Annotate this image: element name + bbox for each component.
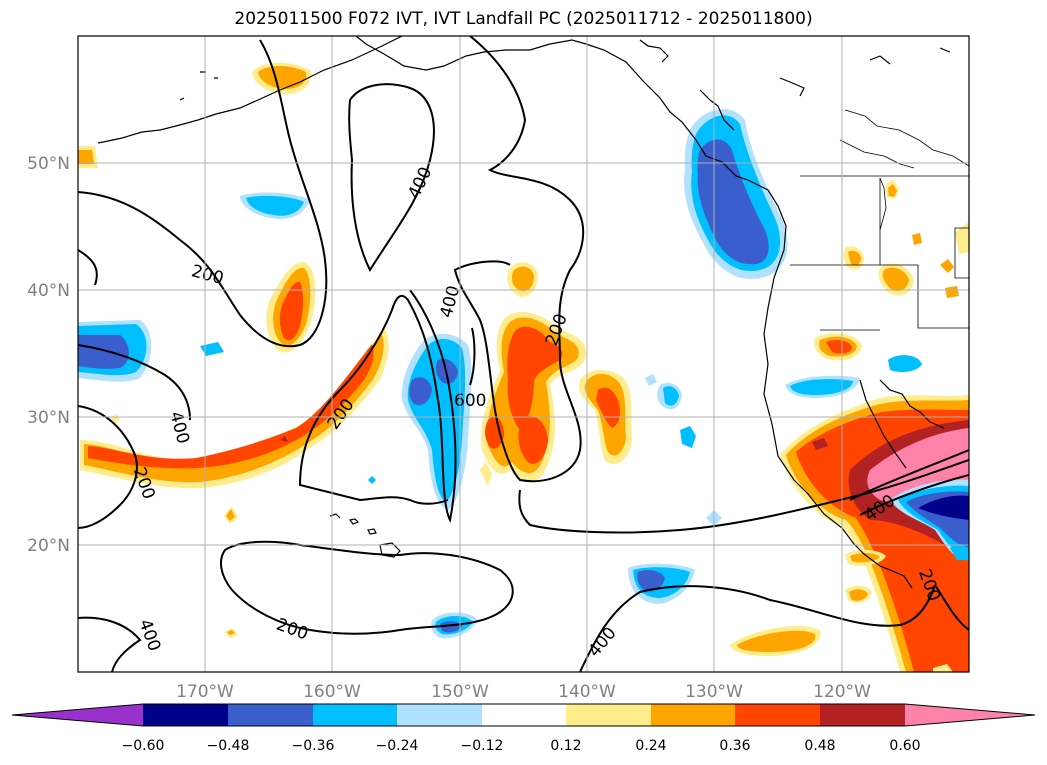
colorbar-segment bbox=[566, 704, 651, 726]
map-area: 200 400 600 400 200 400 200 400 200 200 … bbox=[78, 36, 969, 672]
map-title: 2025011500 F072 IVT, IVT Landfall PC (20… bbox=[234, 9, 813, 29]
colorbar-label: 0.12 bbox=[550, 738, 581, 754]
colorbar-label: 0.24 bbox=[635, 738, 666, 754]
colorbar-segment bbox=[228, 704, 313, 726]
colorbar-segment bbox=[143, 704, 228, 726]
colorbar-label: 0.48 bbox=[804, 738, 835, 754]
colorbar-segment bbox=[313, 704, 397, 726]
colorbar-segment bbox=[905, 704, 1035, 726]
lon-label: 160°W bbox=[303, 682, 361, 702]
lon-label: 170°W bbox=[176, 682, 234, 702]
negative-anomaly-fills bbox=[78, 109, 969, 639]
lat-label: 40°N bbox=[27, 281, 70, 301]
colorbar-segment bbox=[482, 704, 566, 726]
colorbar-label: −0.12 bbox=[461, 738, 504, 754]
lon-label: 130°W bbox=[685, 682, 743, 702]
colorbar-label: −0.36 bbox=[292, 738, 335, 754]
colorbar-segment bbox=[651, 704, 735, 726]
lat-label: 30°N bbox=[27, 408, 70, 428]
lat-label: 50°N bbox=[27, 154, 70, 174]
colorbar: −0.60 −0.48 −0.36 −0.24 −0.12 0.12 0.24 … bbox=[11, 703, 1036, 754]
longitude-labels: 170°W 160°W 150°W 140°W 130°W 120°W bbox=[176, 682, 871, 702]
colorbar-label: −0.24 bbox=[376, 738, 419, 754]
map-frame bbox=[77, 35, 970, 673]
colorbar-segment bbox=[735, 704, 820, 726]
political-borders bbox=[790, 109, 969, 331]
colorbar-label: 0.60 bbox=[889, 738, 920, 754]
colorbar-segment bbox=[397, 704, 482, 726]
colorbar-label: 0.36 bbox=[719, 738, 750, 754]
lon-label: 140°W bbox=[558, 682, 616, 702]
colorbar-segment bbox=[12, 704, 143, 726]
lon-label: 150°W bbox=[431, 682, 489, 702]
lat-label: 20°N bbox=[27, 536, 70, 556]
lon-label: 120°W bbox=[813, 682, 871, 702]
contour-label: 600 bbox=[454, 391, 486, 411]
colorbar-outline bbox=[11, 703, 1036, 727]
ivt-contours bbox=[78, 36, 969, 672]
colorbar-label: −0.60 bbox=[122, 738, 165, 754]
colorbar-segment bbox=[820, 704, 905, 726]
gridlines bbox=[78, 36, 969, 672]
coastlines bbox=[97, 36, 951, 589]
colorbar-label: −0.48 bbox=[207, 738, 250, 754]
latitude-labels: 50°N 40°N 30°N 20°N bbox=[27, 154, 70, 556]
